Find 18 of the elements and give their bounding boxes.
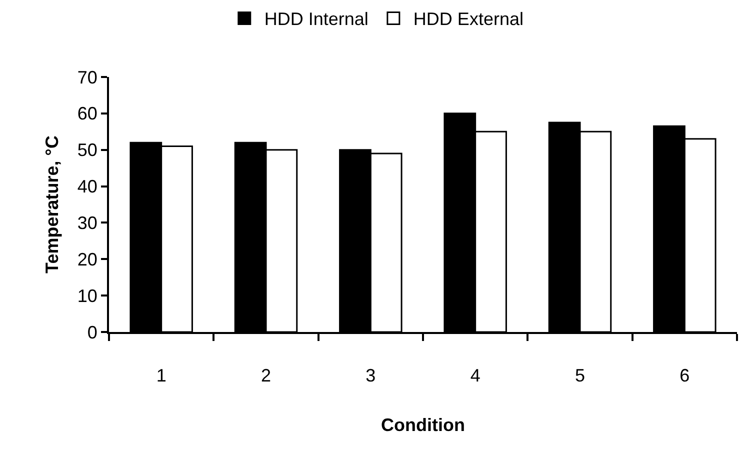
x-tick-label: 1 [156, 366, 166, 386]
y-tick-label: 70 [77, 67, 98, 88]
y-tick-label: 0 [87, 322, 98, 342]
y-tick-label: 20 [77, 249, 98, 270]
legend-label: HDD Internal [264, 9, 368, 30]
x-axis-title: Condition [381, 415, 465, 436]
y-tick-label: 60 [77, 104, 98, 124]
x-tick-label: 3 [366, 366, 376, 386]
y-tick-label: 30 [77, 213, 98, 234]
x-tick-label: 5 [574, 366, 586, 386]
y-tick-label: 40 [77, 176, 98, 197]
y-tick-label: 50 [77, 140, 98, 160]
y-axis-title: Temperature, °C [42, 136, 62, 274]
y-tick-label: 10 [77, 286, 98, 306]
x-tick-label: 6 [680, 366, 690, 386]
legend-label: HDD External [413, 9, 524, 30]
x-tick-label: 4 [470, 366, 480, 386]
x-tick-label: 2 [260, 366, 272, 386]
